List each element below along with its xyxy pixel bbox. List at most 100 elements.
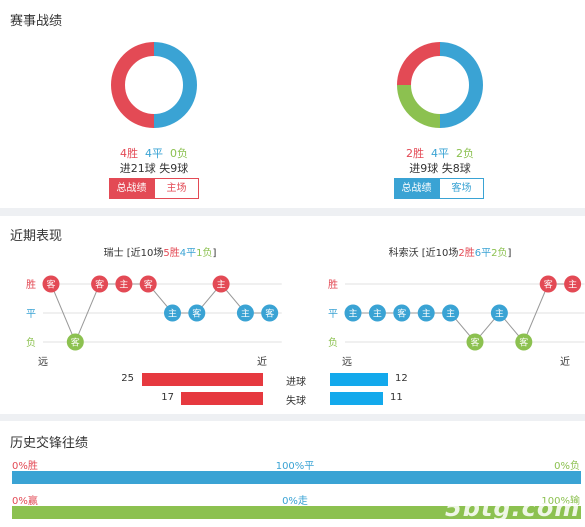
record-title: 赛事战绩 <box>10 14 63 29</box>
home-match-8-venue: 主 <box>217 279 226 291</box>
home-match-4-venue: 主 <box>119 279 128 291</box>
away-tab-away[interactable]: 客场 <box>439 178 484 199</box>
recent-title: 近期表现 <box>10 229 63 244</box>
home-goals-against-value: 17 <box>161 392 174 403</box>
home-recent-summary: 瑞士 [近10场5胜4平1负] <box>103 248 217 259</box>
h2h-title: 历史交锋往绩 <box>10 436 89 451</box>
away-tab-overall[interactable]: 总战绩 <box>394 178 439 199</box>
watermark: 5btg.com <box>445 494 581 522</box>
home-tab-home[interactable]: 主场 <box>154 178 199 199</box>
home-match-5-dot[interactable] <box>139 275 157 293</box>
home-match-10-venue: 客 <box>265 308 274 320</box>
h2h-win-pct: 0%胜 <box>12 461 38 472</box>
away-record-tabs: 总战绩 客场 <box>394 178 484 199</box>
home-goals-for-value: 25 <box>121 373 134 384</box>
away-far-label: 远 <box>342 357 352 368</box>
away-wins: 2胜 <box>406 147 424 160</box>
away-match-8-dot[interactable] <box>515 333 533 351</box>
away-team-name: 科索沃 <box>388 248 419 259</box>
away-match-1-venue: 主 <box>348 308 357 320</box>
away-match-5-dot[interactable] <box>442 304 460 322</box>
home-record-summary: 4胜 4平 0负 <box>54 145 254 161</box>
away-recent-draws: 6平 <box>474 248 492 259</box>
home-match-10-dot[interactable] <box>261 304 279 322</box>
home-match-1-venue: 客 <box>46 279 55 291</box>
home-goals-for-bar <box>141 373 263 386</box>
home-row-label-loss: 负 <box>26 336 36 349</box>
away-match-9-dot[interactable] <box>539 275 557 293</box>
home-match-1-dot[interactable] <box>42 275 60 293</box>
away-match-6-venue: 客 <box>470 337 479 349</box>
record-panel: 赛事战绩 4胜 4平 0负 进21球 失9球 总战绩 主场 2胜 4平 2负 进… <box>0 0 585 208</box>
away-form-chart: 胜平负主主客主主客主客客主 <box>328 275 585 351</box>
home-wins: 4胜 <box>120 147 138 160</box>
home-match-8-dot[interactable] <box>212 275 230 293</box>
home-recent-draws: 4平 <box>179 248 197 259</box>
home-match-5-venue: 客 <box>144 279 153 291</box>
away-row-label-win: 胜 <box>328 279 338 291</box>
away-match-7-dot[interactable] <box>490 304 508 322</box>
h2h-lose-pct: 100%输 <box>541 496 580 507</box>
home-match-6-dot[interactable] <box>164 304 181 322</box>
home-goals-against-bar <box>180 392 263 405</box>
home-match-2-venue: 客 <box>71 337 80 349</box>
home-donut-draw-slice <box>153 42 197 128</box>
away-goals-for-value: 12 <box>395 373 408 384</box>
h2h-panel: 历史交锋往绩 0%胜 100%平 0%负 0%赢 0%走 100%输 5btg.… <box>0 421 585 527</box>
away-recent-losses: 2负 <box>491 248 508 259</box>
away-match-5-venue: 主 <box>446 308 455 320</box>
home-match-4-dot[interactable] <box>115 275 133 293</box>
away-goals-against-value: 11 <box>390 392 403 403</box>
home-far-label: 远 <box>38 357 48 368</box>
away-match-6-dot[interactable] <box>466 333 484 351</box>
h2h-draw-pct: 100%平 <box>275 461 315 472</box>
home-near-label: 近 <box>257 357 267 368</box>
away-record-summary: 2胜 4平 2负 <box>340 145 540 161</box>
home-donut-win-slice <box>111 42 155 128</box>
home-record-tabs: 总战绩 主场 <box>109 178 199 199</box>
away-match-7-venue: 主 <box>495 308 504 320</box>
recent-panel: 近期表现 瑞士 [近10场5胜4平1负] 科索沃 [近10场2胜6平2负] 胜平… <box>0 216 585 414</box>
away-goals-against-bar <box>330 392 384 405</box>
away-recent-summary: 科索沃 [近10场2胜6平2负] <box>388 248 512 259</box>
h2h-cover-pct: 0%赢 <box>12 496 38 507</box>
home-match-9-venue: 主 <box>241 308 250 320</box>
home-match-3-venue: 客 <box>95 279 104 291</box>
away-match-3-venue: 客 <box>397 308 406 320</box>
home-tab-overall[interactable]: 总战绩 <box>109 178 154 199</box>
h2h-push-pct: 0%走 <box>282 496 308 507</box>
away-match-1-dot[interactable] <box>344 304 362 322</box>
away-match-3-dot[interactable] <box>393 304 411 322</box>
away-match-2-venue: 主 <box>373 308 382 320</box>
home-team-name: 瑞士 <box>103 248 124 259</box>
home-draws: 4平 <box>145 147 163 160</box>
away-row-label-draw: 平 <box>328 309 338 320</box>
home-match-7-dot[interactable] <box>188 304 206 322</box>
away-match-4-dot[interactable] <box>417 304 435 322</box>
away-match-4-venue: 主 <box>422 308 431 320</box>
home-match-3-dot[interactable] <box>91 275 109 293</box>
away-match-10-dot[interactable] <box>564 275 582 293</box>
home-row-label-win: 胜 <box>26 279 36 291</box>
home-form-chart: 胜平负客客客主客主 客主主客 <box>26 275 282 351</box>
h2h-handicap-bar <box>12 506 581 519</box>
away-goals: 进9球 失8球 <box>409 162 471 175</box>
away-losses: 2负 <box>456 147 474 160</box>
home-form-line <box>50 283 270 344</box>
away-match-8-venue: 客 <box>519 337 528 349</box>
h2h-result-bar <box>12 471 581 484</box>
away-recent-wins: 2胜 <box>458 248 475 259</box>
away-form-line <box>353 283 573 343</box>
home-match-6-venue: 主 <box>168 308 177 320</box>
home-match-9-dot[interactable] <box>236 304 254 322</box>
away-draws: 4平 <box>431 147 449 160</box>
away-donut-chart <box>397 42 483 128</box>
goals-scored-label: 进球 <box>286 377 306 388</box>
away-match-2-dot[interactable] <box>368 304 386 322</box>
home-match-2-dot[interactable] <box>66 333 84 351</box>
away-donut-loss-slice <box>397 84 441 128</box>
home-recent-losses: 1负 <box>196 248 213 259</box>
home-donut-chart <box>111 42 197 128</box>
away-donut-win-slice <box>397 42 441 86</box>
home-recent-wins: 5胜 <box>163 248 180 259</box>
